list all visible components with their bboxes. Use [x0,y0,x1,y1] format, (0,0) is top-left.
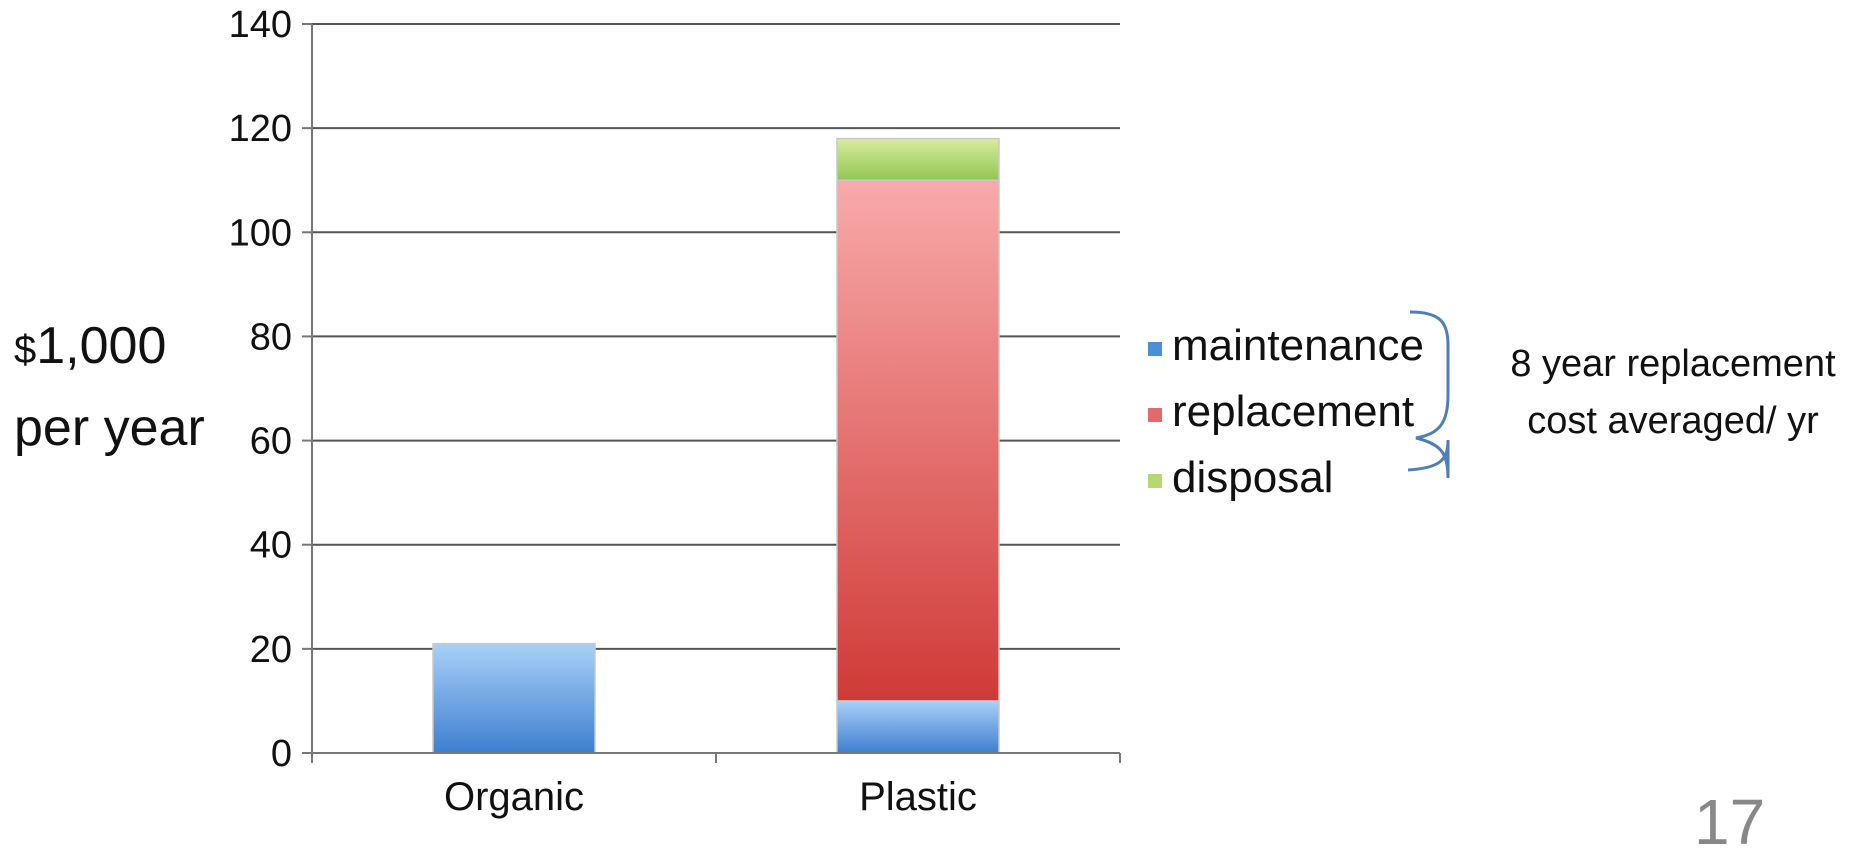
x-tick-label: Organic [444,775,584,819]
legend-label-disposal: disposal [1172,453,1333,502]
bars [432,137,1000,754]
y-tick-label: 80 [250,316,292,358]
y-axis-label-currency: $ [14,328,37,372]
legend-swatch-disposal [1148,474,1162,488]
y-tick-label: 20 [250,629,292,671]
legend: maintenance replacement disposal [1148,321,1424,502]
page-number: 17 [1694,786,1766,858]
legend-label-replacement: replacement [1172,387,1414,436]
curly-brace [1407,310,1450,479]
y-tick-label: 40 [250,525,292,567]
stacked-bar-chart: 0 20 40 60 80 100 120 140 Organic Plastic mainte… [229,4,1450,819]
annotation-line2: cost averaged/ yr [1527,400,1819,442]
bar-plastic-replacement [836,179,1000,702]
annotation-line1: 8 year replacement [1510,343,1836,385]
y-tick-labels: 0 20 40 60 80 100 120 140 [229,4,292,775]
y-tick-label: 140 [229,4,292,46]
x-tick-labels: Organic Plastic [444,775,977,819]
y-tick-label: 100 [229,212,292,254]
bar-organic-maintenance [432,642,596,754]
y-axis-label-value: 1,000 [36,317,167,375]
bar-plastic-disposal [836,137,1000,181]
y-tick-label: 120 [229,108,292,150]
y-axis-label-line2: per year [14,399,205,457]
axes [311,24,1121,763]
legend-swatch-replacement [1148,408,1162,422]
y-tick-label: 0 [271,733,292,775]
bar-plastic-maintenance [836,700,1000,754]
legend-swatch-maintenance [1148,342,1162,356]
y-axis-label-line1: $1,000 [14,320,166,372]
y-tick-label: 60 [250,421,292,463]
x-tick-label: Plastic [859,775,977,819]
legend-label-maintenance: maintenance [1172,321,1424,370]
